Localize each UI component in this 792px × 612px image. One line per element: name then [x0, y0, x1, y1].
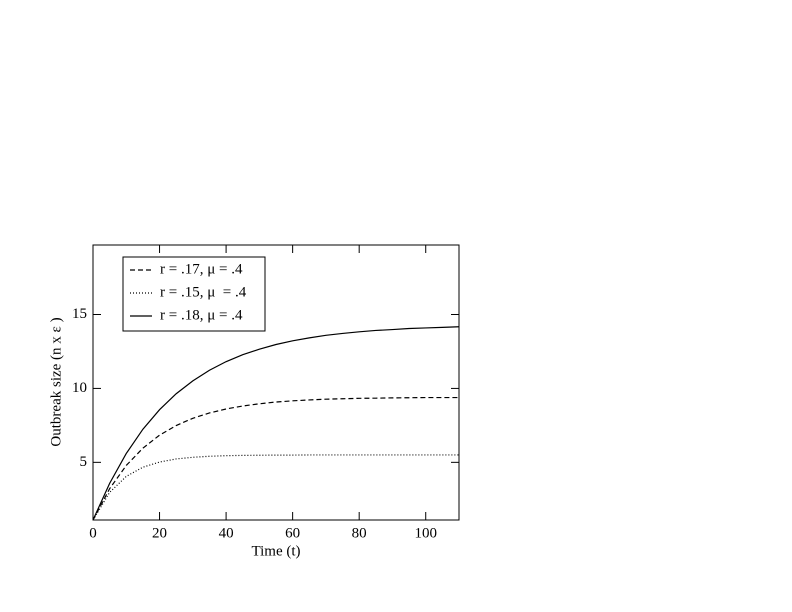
x-tick-label: 0 [89, 525, 97, 541]
y-tick-label: 10 [72, 380, 87, 396]
series-line [92, 326, 460, 521]
x-tick-label: 40 [219, 525, 234, 541]
x-tick-label: 100 [414, 525, 437, 541]
y-tick-label: 5 [80, 454, 88, 470]
y-axis-label: Outbreak size (n x ε ) [48, 317, 64, 446]
x-tick-label: 20 [152, 525, 167, 541]
series-line [92, 396, 459, 521]
series-line [92, 454, 459, 521]
x-axis-label: Time (t) [251, 543, 300, 559]
legend-box [122, 256, 266, 332]
legend-label: r = .18, μ = .4 [160, 307, 243, 323]
legend-label: r = .15, μ = .4 [160, 284, 247, 300]
legend-label: r = .17, μ = .4 [160, 261, 243, 277]
x-tick-label: 60 [285, 525, 300, 541]
y-tick-label: 15 [72, 306, 87, 322]
x-tick-label: 80 [352, 525, 367, 541]
plot-frame [92, 244, 460, 521]
